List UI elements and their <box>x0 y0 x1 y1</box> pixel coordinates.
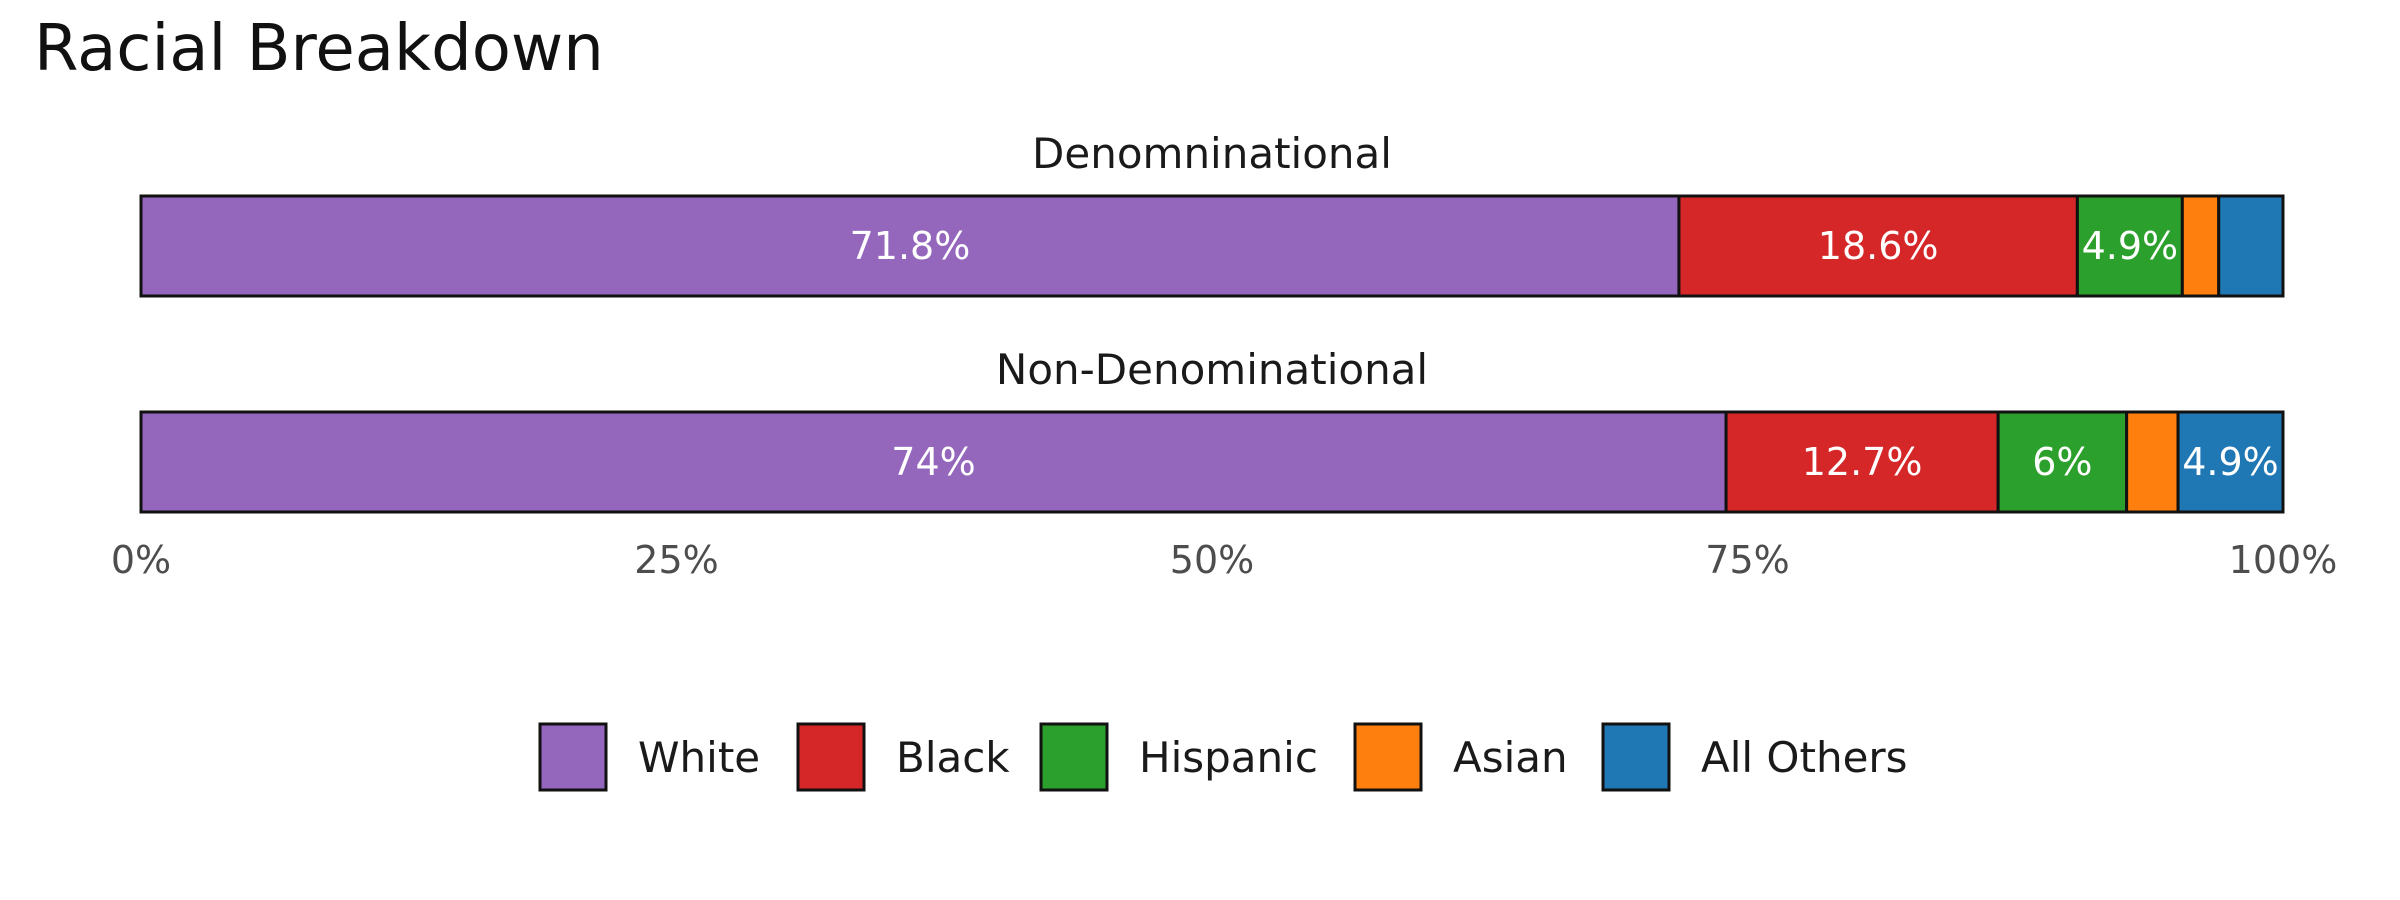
legend-label: Asian <box>1453 733 1568 782</box>
legend-key <box>1601 722 1671 792</box>
bar-segment <box>139 194 1681 298</box>
bar-segment <box>139 410 1728 514</box>
x-tick-label: 50% <box>1170 538 1254 582</box>
legend-key <box>1353 722 1423 792</box>
bar-segment <box>2075 194 2184 298</box>
bar-segment <box>1724 410 2000 514</box>
bar-segment <box>2180 194 2221 298</box>
legend-key <box>796 722 866 792</box>
data-label: 4.9% <box>2182 440 2279 484</box>
bar-segment <box>2125 410 2180 514</box>
legend-key <box>538 722 608 792</box>
x-tick-label: 75% <box>1705 538 1789 582</box>
data-label: 6% <box>2032 440 2092 484</box>
bar-segment <box>1996 410 2129 514</box>
legend-label: White <box>638 733 760 782</box>
data-label: 71.8% <box>850 224 971 268</box>
data-label: 4.9% <box>2082 224 2179 268</box>
x-tick-label: 25% <box>634 538 718 582</box>
legend-label: Hispanic <box>1139 733 1318 782</box>
legend-label: Black <box>896 733 1010 782</box>
data-label: 18.6% <box>1818 224 1939 268</box>
legend-label: All Others <box>1701 733 1908 782</box>
x-tick-label: 0% <box>111 538 171 582</box>
data-label: 12.7% <box>1802 440 1923 484</box>
bar-segment <box>2176 410 2285 514</box>
facet-label: Denomninational <box>1032 129 1392 178</box>
facet-label: Non-Denominational <box>996 345 1428 394</box>
chart-title: Racial Breakdown <box>34 12 604 86</box>
x-tick-label: 100% <box>2229 538 2338 582</box>
bar-segment <box>2217 194 2285 298</box>
bar-segment <box>1677 194 2079 298</box>
legend: White Black Hispanic Asian All Others <box>538 722 1908 792</box>
data-label: 74% <box>891 440 975 484</box>
legend-key <box>1039 722 1109 792</box>
x-axis: 0% 25% 50% 75% 100% <box>111 538 2337 582</box>
facet-group: Denomninational 71.8% 18.6% 4.9% Non-Denomin… <box>139 129 2285 514</box>
